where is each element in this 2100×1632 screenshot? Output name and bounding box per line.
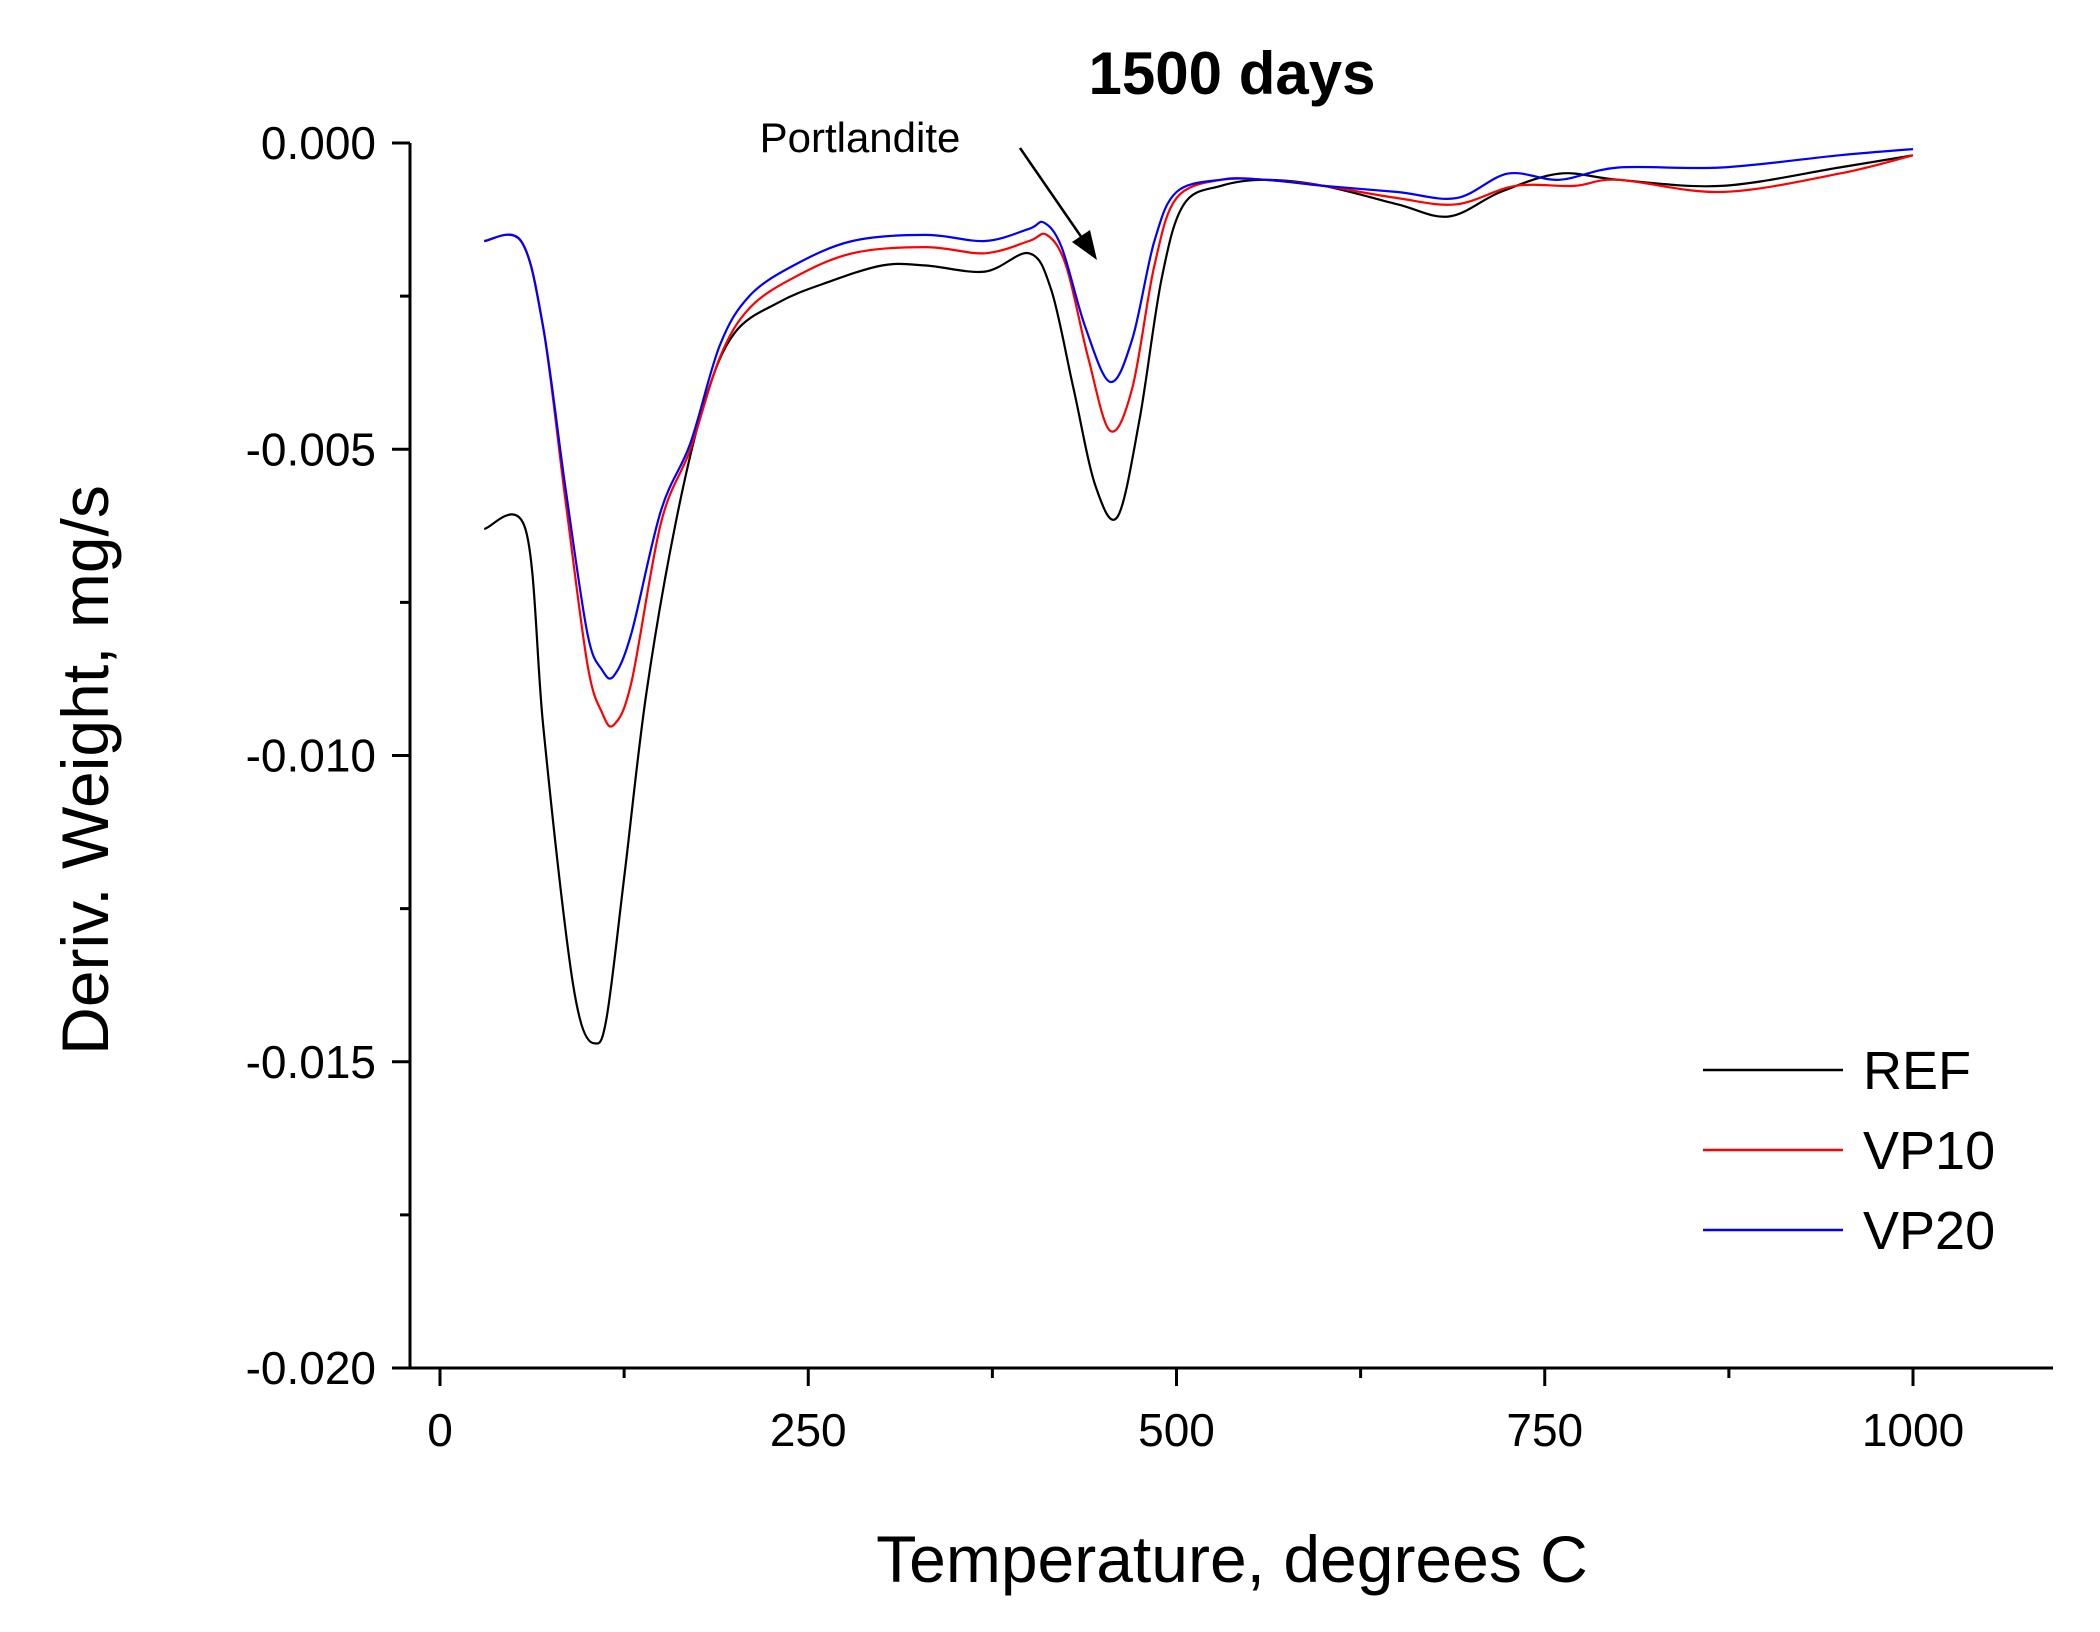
y-tick-label: -0.005 (246, 423, 376, 475)
y-ticks: 0.000 -0.005 -0.010 -0.015 -0.020 (246, 117, 410, 1394)
legend-label-vp10: VP10 (1863, 1121, 1995, 1181)
annotation-label: Portlandite (760, 114, 961, 161)
portlandite-annotation: Portlandite (760, 114, 1097, 260)
x-tick-label: 500 (1138, 1404, 1215, 1456)
x-axis-title: Temperature, degrees C (876, 1522, 1588, 1596)
y-tick-label: -0.010 (246, 730, 376, 782)
x-tick-label: 1000 (1862, 1404, 1964, 1456)
x-tick-label: 750 (1506, 1404, 1583, 1456)
annotation-arrow-head (1072, 230, 1097, 260)
y-tick-label: -0.015 (246, 1036, 376, 1088)
y-tick-label: -0.020 (246, 1342, 376, 1394)
series-line-vp20 (484, 148, 1914, 680)
x-tick-label: 0 (427, 1404, 453, 1456)
legend: REF VP10 VP20 (1703, 1041, 1995, 1261)
y-axis-title: Deriv. Weight, mg/s (48, 485, 122, 1055)
annotation-arrow-shaft (1018, 147, 1084, 239)
y-tick-label: 0.000 (261, 117, 376, 169)
x-tick-label: 250 (770, 1404, 847, 1456)
legend-label-vp20: VP20 (1863, 1201, 1995, 1261)
series-group (483, 148, 1914, 1045)
series-line-ref (483, 154, 1914, 1045)
series-line-vp10 (484, 154, 1914, 728)
legend-label-ref: REF (1863, 1041, 1971, 1101)
x-ticks: 0 250 500 750 1000 (427, 1368, 1964, 1456)
chart-title: 1500 days (1089, 40, 1376, 107)
